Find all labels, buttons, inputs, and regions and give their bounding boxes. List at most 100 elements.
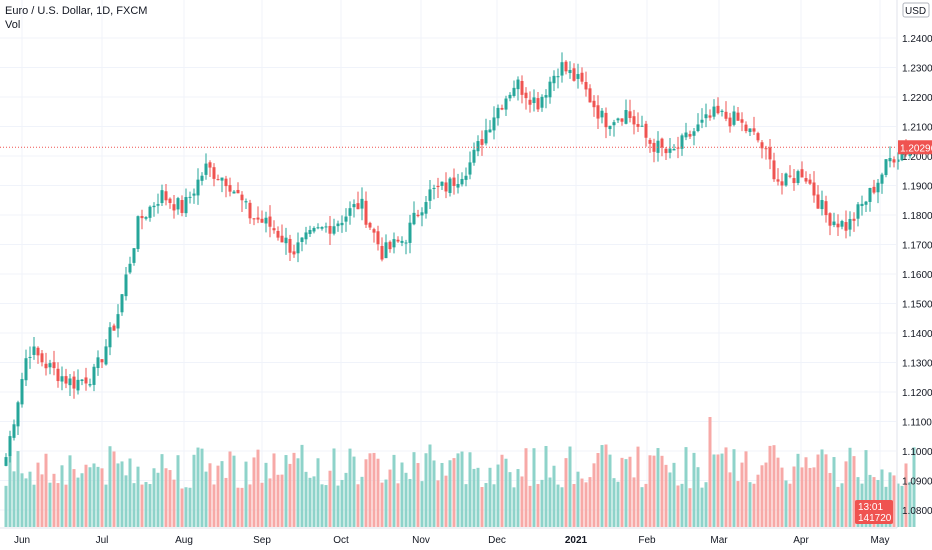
volume-bar (384, 479, 388, 527)
volume-bar (844, 461, 848, 527)
candle (124, 267, 128, 301)
volume-bar (556, 484, 560, 527)
symbol-title[interactable]: Euro / U.S. Dollar, 1D, FXCM (5, 5, 148, 17)
candle-body (60, 376, 64, 382)
volume-bar (508, 472, 512, 527)
candle-body (300, 237, 304, 242)
candle-body (704, 114, 708, 119)
volume-bar (608, 454, 612, 527)
candle-body (764, 148, 768, 150)
candle-body (720, 110, 724, 112)
candle-body (744, 124, 748, 132)
candle-body (452, 177, 456, 186)
candle (188, 191, 192, 204)
volume-bar (324, 485, 328, 527)
price-axis[interactable]: 1.24000 1.23000 1.22000 1.21000 1.20000 1.190… (902, 34, 932, 517)
volume-bar (796, 453, 800, 527)
candle-body (828, 213, 832, 226)
time-axis[interactable]: Jun Jul Aug Sep Oct Nov Dec 2021 Feb Mar Apr May (14, 535, 890, 546)
candle-body (568, 69, 572, 74)
candle-body (388, 241, 392, 250)
volume-bar (204, 471, 208, 527)
candle (508, 92, 512, 102)
candle-body (504, 98, 508, 110)
candle-body (580, 72, 584, 82)
price-tick-label: 1.14000 (902, 329, 932, 340)
volume-bar (460, 451, 464, 527)
volume-bar (380, 482, 384, 527)
volume-bar (232, 455, 236, 527)
candle-body (212, 167, 216, 179)
candle (680, 133, 684, 156)
volume-bar (276, 474, 280, 527)
volume-bar (92, 463, 96, 527)
candle (388, 240, 392, 253)
volume-bar (736, 481, 740, 527)
candle-body (636, 124, 640, 127)
volume-bar (448, 460, 452, 527)
volume-bar (340, 479, 344, 527)
volume-bar (396, 483, 400, 527)
candle-body (240, 194, 244, 201)
candle-body (732, 111, 736, 125)
candle (776, 168, 780, 186)
price-tick-label: 1.08000 (902, 506, 932, 517)
candle-body (20, 379, 24, 405)
volume-bar (312, 476, 316, 527)
candle-body (684, 132, 688, 138)
candle-body (120, 294, 124, 313)
volume-bar (696, 467, 700, 527)
candle (768, 139, 772, 170)
price-tick-label: 1.23000 (902, 64, 932, 75)
candle (860, 195, 864, 216)
candle-body (756, 133, 760, 141)
volume-bar (260, 482, 264, 527)
volume-bar (320, 484, 324, 527)
volume-bar (808, 467, 812, 527)
candle-body (200, 175, 204, 181)
candle (108, 322, 112, 356)
volume-bar (244, 461, 248, 527)
volume-bar (812, 467, 816, 527)
candle (412, 201, 416, 226)
candle (868, 187, 872, 212)
candles (4, 52, 916, 467)
candle-body (848, 218, 852, 230)
candle (44, 352, 48, 376)
volume-legend[interactable]: Vol (5, 19, 21, 31)
candle (720, 109, 724, 117)
candle-body (752, 128, 756, 132)
volume-bar (44, 453, 48, 527)
candle-body (472, 149, 476, 163)
volume-bar (228, 451, 232, 527)
candle-body (612, 122, 616, 126)
candle (464, 167, 468, 187)
candle (356, 191, 360, 210)
volume-bar (356, 484, 360, 527)
candle-body (40, 353, 44, 363)
candle (252, 217, 256, 226)
candle-body (132, 248, 136, 263)
volume-bar (504, 458, 508, 527)
candle (276, 226, 280, 241)
candle (308, 225, 312, 237)
candle (808, 173, 812, 185)
volume-bar (824, 454, 828, 527)
candle (648, 137, 652, 153)
candle-body (836, 223, 840, 228)
candle (112, 323, 116, 331)
candle-body (552, 75, 556, 84)
chart-legend: Euro / U.S. Dollar, 1D, FXCM Vol (5, 4, 147, 32)
candle-body (520, 80, 524, 95)
candle (232, 190, 236, 194)
volume-bar (284, 455, 288, 527)
price-tick-label: 1.17000 (902, 241, 932, 252)
candle (204, 153, 208, 180)
candle-body (576, 74, 580, 79)
candle-body (888, 157, 892, 162)
candle-body (808, 179, 812, 184)
candle-body (844, 222, 848, 231)
candle (144, 216, 148, 221)
volume-bar (212, 484, 216, 527)
